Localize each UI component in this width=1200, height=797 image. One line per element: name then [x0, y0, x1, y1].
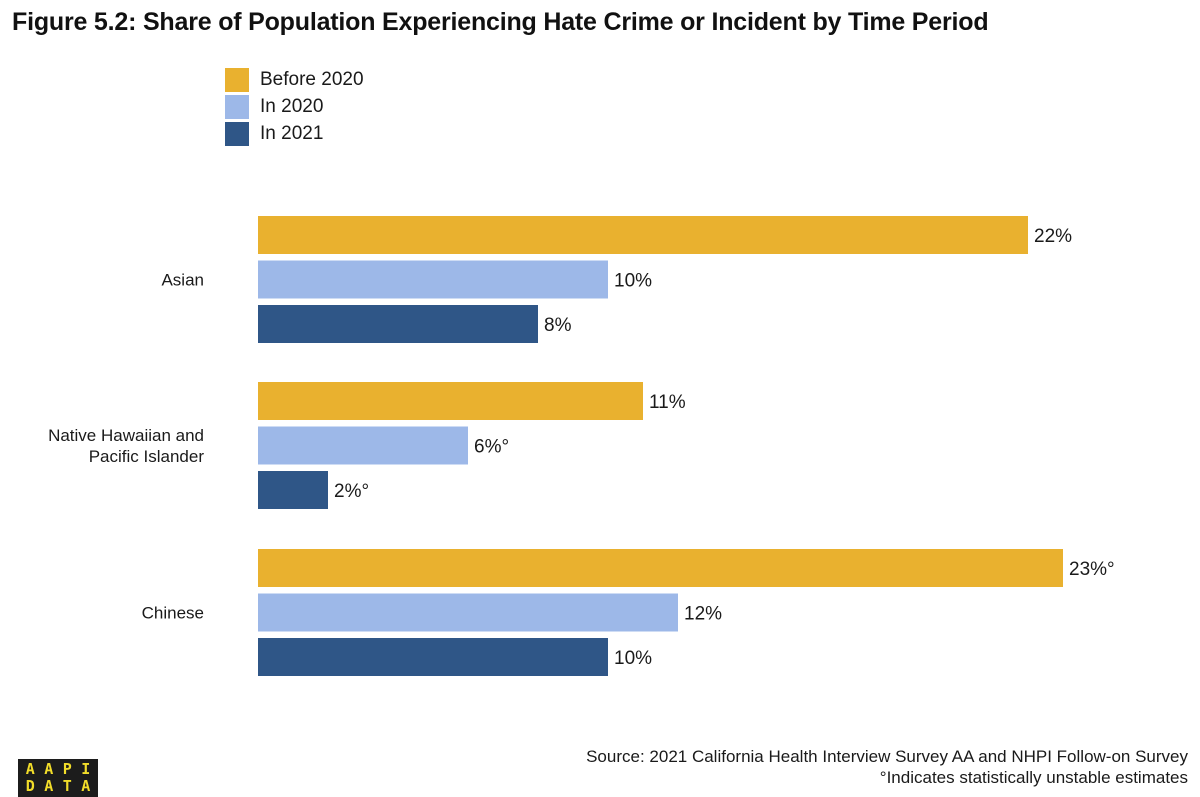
chart-title: Figure 5.2: Share of Population Experien… — [12, 8, 989, 36]
legend-swatch-in-2021 — [225, 122, 249, 146]
value-label-asian-in-2021: 8% — [544, 315, 572, 336]
legend-swatch-in-2020 — [225, 95, 249, 119]
logo-letter: P — [62, 760, 72, 778]
aapi-data-logo: A A P I D A T A — [18, 759, 98, 797]
logo-letter: A — [25, 760, 35, 778]
category-label-nhpi: Native Hawaiian and Pacific Islander — [48, 426, 204, 466]
bar-chart: 22% 10% 8% Asian 11% 6%° 2%° Native Hawaiian an… — [48, 216, 1115, 676]
legend-swatch-before-2020 — [225, 68, 249, 92]
value-label-chinese-before-2020: 23%° — [1069, 559, 1115, 580]
bar-chinese-in-2021 — [258, 638, 608, 676]
legend-label-before-2020: Before 2020 — [260, 69, 364, 90]
legend-label-in-2020: In 2020 — [260, 96, 324, 117]
category-label-line: Native Hawaiian and — [48, 426, 204, 445]
category-label-line: Chinese — [142, 604, 204, 623]
value-label-chinese-in-2020: 12% — [684, 604, 722, 625]
logo-letter: A — [81, 777, 91, 795]
logo-letter: D — [25, 777, 35, 795]
value-label-chinese-in-2021: 10% — [614, 648, 652, 669]
legend-label-in-2021: In 2021 — [260, 123, 324, 144]
logo-letter: A — [44, 760, 54, 778]
value-label-nhpi-before-2020: 11% — [649, 392, 686, 413]
bar-asian-in-2020 — [258, 260, 608, 299]
source-note: Source: 2021 California Health Interview… — [586, 746, 1188, 788]
bar-asian-in-2021 — [258, 305, 538, 343]
logo-letter: I — [81, 760, 91, 778]
bar-nhpi-in-2021 — [258, 471, 328, 509]
bar-chinese-before-2020 — [258, 549, 1063, 587]
category-label-chinese: Chinese — [142, 604, 204, 623]
category-label-line: Pacific Islander — [89, 447, 205, 466]
bar-chinese-in-2020 — [258, 593, 678, 632]
bar-nhpi-before-2020 — [258, 382, 643, 420]
logo-letter: A — [44, 777, 54, 795]
value-label-nhpi-in-2021: 2%° — [334, 481, 369, 502]
category-label-line: Asian — [161, 271, 204, 290]
source-text: Source: 2021 California Health Interview… — [586, 747, 1188, 766]
value-label-asian-in-2020: 10% — [614, 271, 652, 292]
unstable-estimate-note: °Indicates statistically unstable estima… — [879, 768, 1188, 787]
bar-nhpi-in-2020 — [258, 426, 468, 465]
bar-asian-before-2020 — [258, 216, 1028, 254]
value-label-asian-before-2020: 22% — [1034, 226, 1072, 247]
category-label-asian: Asian — [161, 271, 204, 290]
value-label-nhpi-in-2020: 6%° — [474, 437, 509, 458]
logo-letter: T — [62, 777, 72, 795]
